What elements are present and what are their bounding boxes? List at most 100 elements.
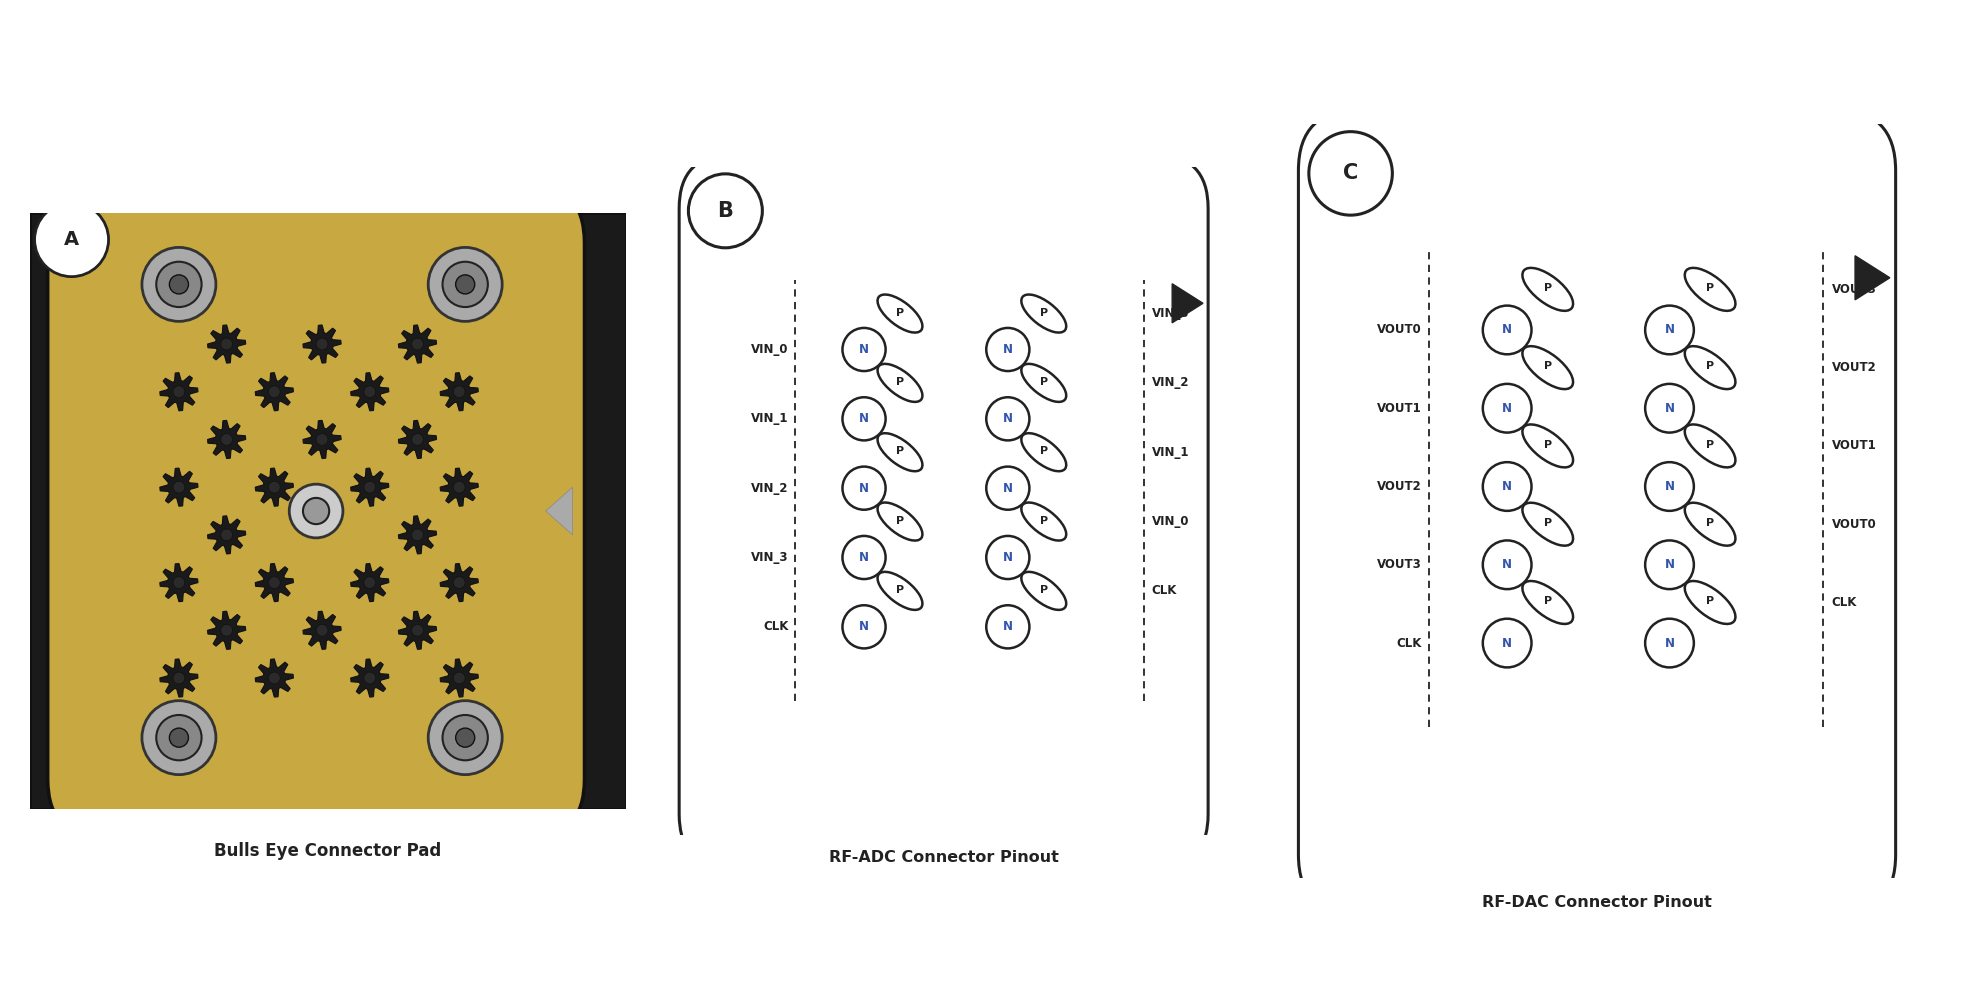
Ellipse shape [1523,268,1573,311]
Ellipse shape [1684,346,1736,389]
Text: N: N [1664,558,1674,571]
Circle shape [221,529,233,541]
Text: P: P [1040,585,1048,595]
Circle shape [843,536,885,579]
FancyBboxPatch shape [30,212,626,810]
Text: N: N [1503,402,1513,415]
Text: P: P [1706,518,1714,528]
Text: N: N [1664,324,1674,337]
Polygon shape [439,659,479,697]
Circle shape [986,467,1030,510]
Text: C: C [1344,163,1358,183]
Text: CLK: CLK [1151,584,1177,597]
Circle shape [169,275,189,294]
Circle shape [455,728,475,747]
Text: VIN_2: VIN_2 [751,482,789,495]
Text: VOUT0: VOUT0 [1831,518,1877,531]
Ellipse shape [1684,425,1736,467]
Circle shape [364,386,376,398]
Text: N: N [859,620,869,633]
Circle shape [1646,540,1694,589]
Text: P: P [1040,377,1048,387]
Text: P: P [897,446,905,456]
Circle shape [268,577,280,588]
Circle shape [173,481,185,493]
Text: VOUT3: VOUT3 [1378,558,1421,571]
Circle shape [1483,540,1531,589]
Text: P: P [1543,284,1553,294]
Circle shape [1483,306,1531,355]
Circle shape [443,262,487,307]
Ellipse shape [877,433,922,471]
Polygon shape [1173,284,1203,323]
Text: CLK: CLK [1831,596,1857,609]
Ellipse shape [1523,346,1573,389]
Text: A: A [64,230,80,249]
Text: P: P [1040,308,1048,318]
Polygon shape [439,468,479,506]
Ellipse shape [877,295,922,333]
Polygon shape [350,373,390,411]
Polygon shape [398,421,437,459]
Circle shape [986,397,1030,441]
Circle shape [141,247,217,322]
Circle shape [364,577,376,588]
Circle shape [453,386,465,398]
Circle shape [173,386,185,398]
Text: P: P [1706,362,1714,372]
Polygon shape [159,373,199,411]
Circle shape [843,397,885,441]
Circle shape [157,262,201,307]
Text: CLK: CLK [763,620,789,633]
Ellipse shape [1523,503,1573,546]
Text: N: N [859,343,869,356]
Circle shape [221,624,233,636]
Text: P: P [1706,596,1714,606]
Text: P: P [897,585,905,595]
Circle shape [1483,384,1531,433]
Polygon shape [302,421,342,459]
Circle shape [1308,131,1392,215]
Circle shape [455,275,475,294]
Ellipse shape [1684,581,1736,624]
Circle shape [986,605,1030,648]
Polygon shape [1855,256,1891,300]
Polygon shape [207,516,247,554]
Text: N: N [1503,480,1513,493]
Circle shape [986,536,1030,579]
Polygon shape [254,373,294,411]
Circle shape [34,202,109,277]
Circle shape [302,498,330,524]
Text: VIN_2: VIN_2 [1151,377,1189,390]
Circle shape [443,715,487,761]
Circle shape [268,386,280,398]
Circle shape [173,577,185,588]
Ellipse shape [1684,268,1736,311]
Text: VIN_1: VIN_1 [1151,446,1189,459]
Text: N: N [1002,343,1012,356]
Text: B: B [718,200,734,220]
Circle shape [412,434,423,445]
Circle shape [316,624,328,636]
Text: P: P [1040,446,1048,456]
Polygon shape [398,325,437,363]
Text: P: P [1040,515,1048,525]
Text: P: P [1543,518,1553,528]
Text: VOUT2: VOUT2 [1831,361,1877,374]
Text: P: P [1543,596,1553,606]
Ellipse shape [877,364,922,402]
Ellipse shape [1523,581,1573,624]
Ellipse shape [1022,572,1066,610]
Circle shape [453,672,465,684]
Circle shape [453,577,465,588]
Circle shape [316,434,328,445]
Text: P: P [1543,440,1553,450]
Polygon shape [398,611,437,649]
Text: P: P [897,515,905,525]
Polygon shape [547,487,573,535]
Circle shape [427,700,503,775]
Text: P: P [897,308,905,318]
Circle shape [688,174,761,247]
Circle shape [169,728,189,747]
FancyBboxPatch shape [48,183,584,839]
